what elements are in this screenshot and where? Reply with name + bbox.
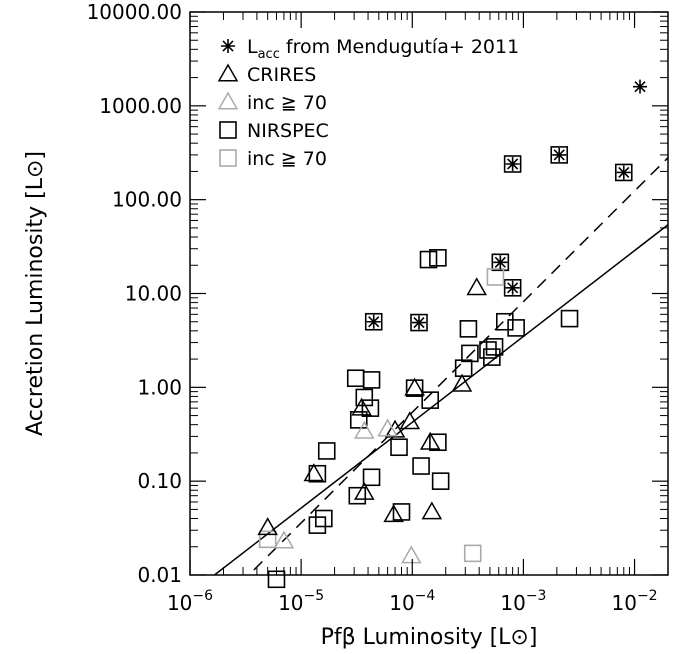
square-point bbox=[362, 371, 381, 389]
square-point bbox=[491, 253, 510, 272]
triangle-point bbox=[399, 411, 421, 430]
y-tick-label: 0.10 bbox=[137, 469, 182, 493]
gray-square-point bbox=[258, 530, 277, 549]
legend-asterisk-icon bbox=[221, 39, 235, 53]
x-tick-label: 10−3 bbox=[500, 588, 546, 615]
y-tick-label: 1.00 bbox=[137, 375, 182, 399]
legend-square-icon bbox=[219, 149, 237, 167]
y-tick-label: 10.00 bbox=[125, 282, 182, 306]
square-point bbox=[431, 472, 450, 490]
square-point bbox=[412, 457, 430, 475]
square-point bbox=[364, 312, 383, 331]
solid-fit-line bbox=[213, 224, 668, 575]
triangle-point bbox=[421, 501, 443, 520]
square-point bbox=[560, 309, 579, 328]
square-point bbox=[483, 348, 501, 366]
y-axis-label: Accretion Luminosity [L⊙] bbox=[23, 151, 48, 436]
asterisk-point bbox=[616, 165, 631, 180]
legend-square-icon bbox=[219, 121, 237, 139]
gray-triangle-point bbox=[353, 420, 375, 439]
triangle-point bbox=[466, 277, 487, 296]
gray-square-point bbox=[463, 544, 482, 563]
x-axis-label: Pfβ Luminosity [L⊙] bbox=[321, 625, 538, 650]
y-tick-label: 10000.00 bbox=[87, 0, 182, 24]
triangle-point bbox=[451, 373, 473, 392]
square-point bbox=[392, 503, 411, 521]
x-tick-label: 10−4 bbox=[389, 588, 435, 615]
square-point bbox=[308, 516, 327, 534]
square-point bbox=[346, 369, 365, 388]
legend-entry-label: inc ≧ 70 bbox=[247, 92, 327, 114]
x-tick-label: 10−2 bbox=[611, 588, 657, 615]
square-point bbox=[550, 146, 569, 164]
asterisk-point bbox=[505, 280, 520, 295]
x-tick-label: 10−5 bbox=[278, 588, 324, 615]
triangle-point bbox=[419, 431, 441, 450]
square-point bbox=[421, 391, 440, 409]
dashed-fit-line bbox=[247, 157, 668, 575]
legend-entry-label: NIRSPEC bbox=[247, 120, 329, 142]
legend-entry-label: CRIRES bbox=[247, 64, 316, 86]
square-point bbox=[454, 359, 473, 377]
square-point bbox=[485, 338, 504, 356]
asterisk-point bbox=[505, 156, 520, 171]
asterisk-point bbox=[493, 255, 508, 270]
square-point bbox=[459, 320, 478, 338]
triangle-point bbox=[383, 504, 404, 523]
square-point bbox=[503, 279, 522, 297]
square-point bbox=[361, 399, 380, 417]
legend-triangle-icon bbox=[217, 91, 239, 110]
legend-triangle-icon bbox=[217, 63, 239, 82]
square-point bbox=[429, 249, 447, 267]
square-point bbox=[317, 442, 336, 460]
y-tick-label: 0.01 bbox=[137, 563, 182, 587]
square-point bbox=[495, 312, 514, 331]
gray-triangle-point bbox=[377, 418, 398, 437]
gray-triangle-point bbox=[273, 530, 295, 549]
square-point bbox=[349, 411, 368, 429]
asterisk-point bbox=[412, 315, 427, 330]
square-point bbox=[419, 250, 438, 269]
square-point bbox=[479, 341, 497, 359]
triangle-point bbox=[351, 397, 372, 416]
data-points bbox=[257, 79, 648, 589]
square-point bbox=[614, 163, 633, 182]
triangle-point bbox=[257, 517, 278, 536]
gray-square-point bbox=[486, 268, 505, 286]
square-point bbox=[315, 509, 333, 528]
x-tick-label: 10−6 bbox=[167, 588, 213, 615]
square-point bbox=[355, 388, 374, 407]
square-point bbox=[507, 319, 525, 337]
asterisk-point bbox=[552, 147, 567, 162]
square-point bbox=[429, 433, 447, 452]
triangle-point bbox=[384, 419, 406, 438]
triangle-point bbox=[404, 377, 425, 396]
legend-entry-label: inc ≧ 70 bbox=[247, 148, 327, 170]
square-point bbox=[348, 486, 367, 505]
y-tick-label: 1000.00 bbox=[99, 94, 182, 118]
asterisk-point bbox=[366, 314, 381, 329]
square-point bbox=[461, 344, 479, 363]
gray-triangle-point bbox=[401, 545, 422, 564]
square-point bbox=[503, 155, 522, 173]
axis-ticks bbox=[189, 11, 669, 576]
tick-labels: 10−6 10−5 10−4 10−3 10−2 0.01 0.10 1.00 10.00 100… bbox=[87, 0, 658, 615]
square-point bbox=[362, 468, 381, 487]
legend-entry-label: Lacc from Mendugutía+ 2011 bbox=[247, 36, 519, 62]
fit-lines bbox=[213, 157, 668, 575]
triangle-point bbox=[353, 481, 375, 500]
y-tick-label: 100.00 bbox=[112, 188, 182, 212]
asterisk-point bbox=[633, 79, 648, 94]
square-point bbox=[390, 438, 408, 457]
triangle-point bbox=[303, 463, 325, 482]
square-point bbox=[410, 313, 428, 332]
